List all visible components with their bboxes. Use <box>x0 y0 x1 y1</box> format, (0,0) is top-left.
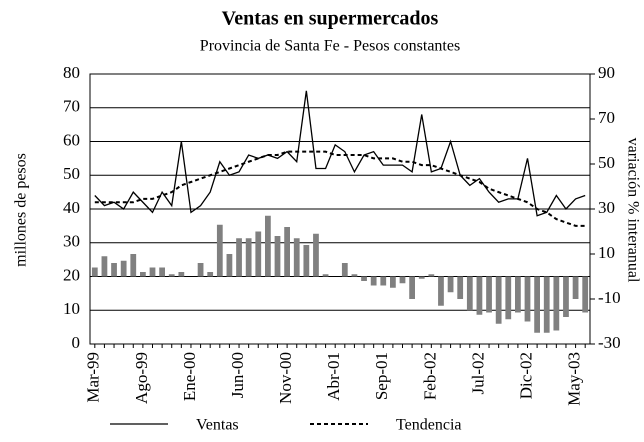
y2-tick-label: 70 <box>598 108 615 127</box>
y-tick-label: 50 <box>63 164 80 183</box>
y-tick-label: 10 <box>63 299 80 318</box>
x-tick-label: May-03 <box>564 352 583 406</box>
bar <box>390 276 396 288</box>
chart-title: Ventas en supermercados <box>222 8 439 30</box>
x-tick-label: Jun-00 <box>228 352 247 398</box>
bar <box>274 236 281 277</box>
y2-tick-label: 30 <box>598 198 615 217</box>
legend-label: Tendencia <box>396 417 462 434</box>
bar <box>130 254 137 277</box>
bar <box>495 276 502 324</box>
bar <box>255 231 262 277</box>
bar <box>303 245 310 277</box>
line-series <box>94 90 586 217</box>
x-tick-label: Abr-01 <box>324 352 343 401</box>
y-axis-label: millones de pesos <box>13 153 30 267</box>
bar <box>553 276 560 331</box>
y-tick-label: 60 <box>63 130 80 149</box>
bar <box>159 267 165 277</box>
bar <box>91 267 98 277</box>
bar <box>216 224 223 277</box>
bar <box>572 276 579 299</box>
y2-axis-label: variación % interanual <box>624 138 641 283</box>
bar <box>380 276 387 286</box>
bar <box>197 263 204 277</box>
y-tick-label: 70 <box>63 97 80 116</box>
bar <box>370 276 377 286</box>
x-tick-label: Ago-99 <box>132 352 151 404</box>
y2-tick-label: 90 <box>598 63 615 82</box>
legend-label: Ventas <box>196 417 239 434</box>
bar <box>265 215 271 277</box>
bar <box>149 267 156 277</box>
bar <box>322 274 329 277</box>
x-tick-label: Nov-00 <box>276 352 295 404</box>
y2-tick-label: 10 <box>598 243 615 262</box>
y-tick-label: 20 <box>63 265 80 284</box>
bar <box>351 274 358 277</box>
bar <box>563 276 569 317</box>
bar <box>409 276 415 299</box>
bar <box>438 276 444 306</box>
bar <box>418 276 425 279</box>
bar <box>341 263 348 277</box>
bar <box>361 276 367 281</box>
y2-tick-label: -30 <box>598 333 621 352</box>
plot-frame <box>89 73 591 345</box>
bar <box>486 276 492 313</box>
bar <box>505 276 512 320</box>
bar <box>178 272 185 277</box>
bar <box>140 272 146 277</box>
bar <box>313 233 319 277</box>
bar <box>101 256 108 277</box>
y-tick-label: 0 <box>72 333 81 352</box>
bar <box>245 238 252 277</box>
bar <box>447 276 454 293</box>
bar <box>582 276 589 313</box>
x-tick-label: Ene-00 <box>180 352 199 401</box>
y-tick-label: 80 <box>63 63 80 82</box>
bar <box>457 276 464 299</box>
x-tick-label: Jul-02 <box>468 352 487 395</box>
bar <box>111 263 117 277</box>
y2-tick-label: 50 <box>598 153 615 172</box>
bar <box>476 276 483 315</box>
y-tick-label: 40 <box>63 198 80 217</box>
x-tick-label: Sep-01 <box>372 352 391 400</box>
x-tick-label: Feb-02 <box>420 352 439 400</box>
bar <box>120 260 127 277</box>
bar <box>207 272 214 277</box>
bar <box>284 227 290 277</box>
bar <box>236 238 242 277</box>
bar <box>543 276 550 333</box>
bar <box>226 254 233 277</box>
bar <box>534 276 540 333</box>
bar <box>428 274 435 277</box>
bar <box>515 276 521 313</box>
x-tick-label: Dic-02 <box>516 352 535 399</box>
y-tick-label: 30 <box>63 232 80 251</box>
bar <box>399 276 406 284</box>
y2-tick-label: -10 <box>598 288 621 307</box>
chart-subtitle: Provincia de Santa Fe - Pesos constantes <box>200 38 460 55</box>
bar <box>293 238 300 277</box>
x-tick-label: Mar-99 <box>84 352 103 403</box>
bar <box>466 276 473 311</box>
bar <box>524 276 531 322</box>
line-series <box>94 150 586 227</box>
bar <box>168 274 175 277</box>
